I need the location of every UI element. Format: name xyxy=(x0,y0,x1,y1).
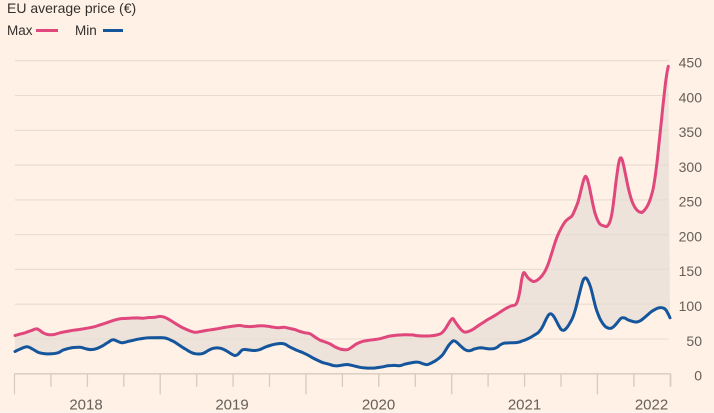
svg-text:2022: 2022 xyxy=(635,397,668,413)
svg-text:250: 250 xyxy=(679,194,703,210)
svg-text:450: 450 xyxy=(679,55,703,71)
svg-text:2019: 2019 xyxy=(215,397,248,413)
svg-text:Min: Min xyxy=(75,23,97,38)
svg-text:150: 150 xyxy=(679,263,703,279)
svg-text:2018: 2018 xyxy=(69,397,102,413)
svg-text:50: 50 xyxy=(686,333,702,349)
svg-text:300: 300 xyxy=(679,159,703,175)
svg-text:2020: 2020 xyxy=(362,397,395,413)
svg-text:100: 100 xyxy=(679,298,703,314)
svg-text:Max: Max xyxy=(7,23,33,38)
svg-text:0: 0 xyxy=(694,368,702,384)
svg-text:350: 350 xyxy=(679,124,703,140)
svg-text:2021: 2021 xyxy=(508,397,541,413)
svg-text:200: 200 xyxy=(679,229,703,245)
svg-text:EU average price (€): EU average price (€) xyxy=(7,0,136,16)
svg-text:400: 400 xyxy=(679,89,703,105)
